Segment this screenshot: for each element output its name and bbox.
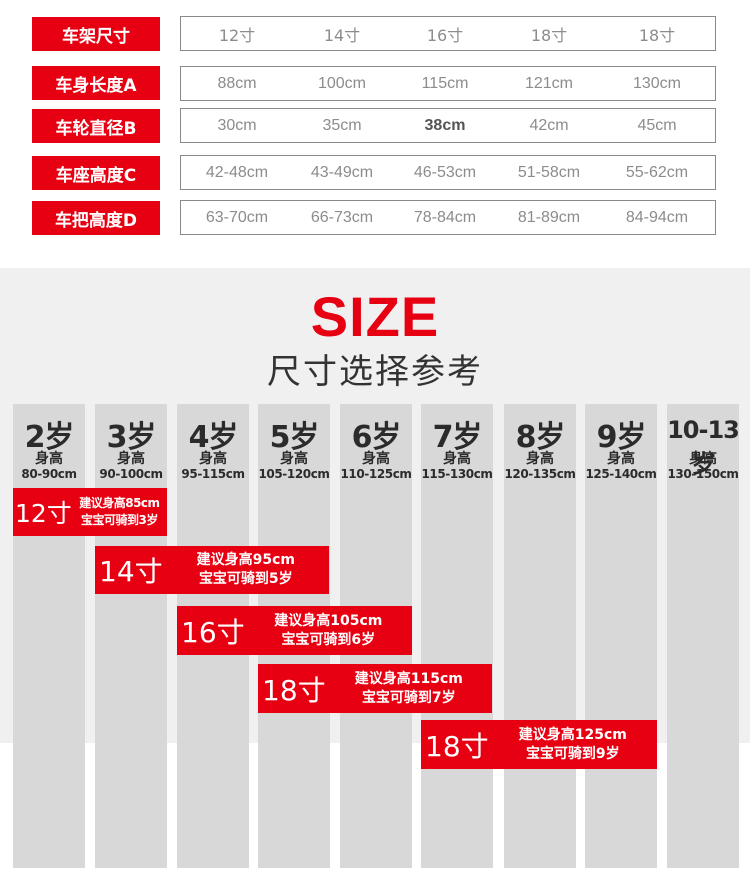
age-label: 5岁: [269, 420, 320, 455]
spec-value: 78-84cm: [413, 208, 477, 226]
recommendation-bar-16: 16寸 建议身高105cm 宝宝可骑到6岁: [177, 606, 412, 655]
height-range: 130-150cm: [667, 467, 739, 481]
age-column: 10-13岁 身高 130-150cm: [667, 404, 740, 868]
age-column: 7岁 身高 115-130cm: [421, 404, 493, 868]
bar-note: 建议身高125cm 宝宝可骑到9岁: [489, 726, 657, 764]
spec-value: 115cm: [421, 74, 469, 92]
bar-note: 建议身高95cm 宝宝可骑到5岁: [163, 551, 329, 589]
recommendation-bar-18-b: 18寸 建议身高125cm 宝宝可骑到9岁: [421, 720, 657, 769]
size-title: SIZE: [310, 285, 440, 348]
bar-note-line1: 建议身高85cm: [79, 496, 160, 510]
bar-note-line1: 建议身高115cm: [354, 670, 463, 687]
spec-value: 81-89cm: [517, 208, 581, 226]
height-label: 身高: [199, 451, 227, 467]
age-label: 8岁: [515, 420, 566, 455]
spec-label-frame-size: 车架尺寸: [32, 17, 160, 51]
height-range: 120-135cm: [504, 467, 576, 481]
spec-value: 84-94cm: [625, 208, 689, 226]
bar-note: 建议身高105cm 宝宝可骑到6岁: [245, 612, 412, 650]
spec-values-wheel-diameter: 30cm 35cm 38cm 42cm 45cm: [180, 108, 716, 143]
spec-value: 12寸: [218, 25, 256, 45]
bar-note-line2: 宝宝可骑到7岁: [361, 689, 456, 706]
spec-label-handlebar-height: 车把高度D: [32, 201, 160, 235]
spec-value: 63-70cm: [205, 208, 269, 226]
recommendation-bar-12: 12寸 建议身高85cm 宝宝可骑到3岁: [13, 488, 167, 536]
bar-note-line2: 宝宝可骑到3岁: [80, 513, 158, 527]
spec-label-body-length: 车身长度A: [32, 66, 160, 100]
spec-values-frame-size: 12寸 14寸 16寸 18寸 18寸: [180, 16, 716, 51]
spec-value: 14寸: [323, 25, 361, 45]
spec-label-wheel-diameter: 车轮直径B: [32, 109, 160, 143]
spec-value: 100cm: [317, 74, 367, 92]
bar-note: 建议身高85cm 宝宝可骑到3岁: [72, 495, 167, 529]
spec-value: 88cm: [217, 74, 257, 92]
spec-value: 43-49cm: [310, 163, 374, 181]
age-label: 10-13岁: [667, 416, 740, 478]
bar-note-line2: 宝宝可骑到9岁: [525, 745, 620, 762]
age-label: 4岁: [188, 420, 239, 455]
height-label: 身高: [362, 451, 390, 467]
height-label: 身高: [526, 451, 554, 467]
height-range: 105-120cm: [258, 467, 330, 481]
spec-value: 35cm: [322, 116, 362, 134]
bar-size: 16寸: [181, 615, 245, 649]
bar-note-line2: 宝宝可骑到6岁: [281, 631, 376, 648]
age-column: 9岁 身高 125-140cm: [585, 404, 657, 868]
age-label: 3岁: [106, 420, 157, 455]
spec-value: 55-62cm: [625, 163, 689, 181]
spec-values-handlebar-height: 63-70cm 66-73cm 78-84cm 81-89cm 84-94cm: [180, 200, 716, 235]
spec-value: 16寸: [426, 25, 464, 45]
spec-value: 18寸: [638, 25, 676, 45]
spec-values-body-length: 88cm 100cm 115cm 121cm 130cm: [180, 66, 716, 101]
bar-note-line1: 建议身高125cm: [518, 726, 627, 743]
age-label: 9岁: [596, 420, 647, 455]
bar-size: 18寸: [425, 729, 489, 763]
age-label: 7岁: [432, 420, 483, 455]
height-label: 身高: [689, 451, 717, 467]
height-label: 身高: [280, 451, 308, 467]
recommendation-bar-14: 14寸 建议身高95cm 宝宝可骑到5岁: [95, 546, 329, 594]
spec-value: 30cm: [217, 116, 257, 134]
bar-note-line2: 宝宝可骑到5岁: [198, 571, 293, 587]
height-label: 身高: [443, 451, 471, 467]
spec-values-seat-height: 42-48cm 43-49cm 46-53cm 51-58cm 55-62cm: [180, 155, 716, 190]
bar-note-line1: 建议身高105cm: [274, 612, 383, 629]
age-label: 2岁: [24, 420, 75, 455]
height-range: 90-100cm: [99, 467, 163, 481]
bar-size: 18寸: [262, 673, 326, 707]
height-label: 身高: [607, 451, 635, 467]
height-range: 80-90cm: [21, 467, 77, 481]
spec-value: 46-53cm: [413, 163, 477, 181]
spec-value: 130cm: [632, 74, 682, 92]
age-column: 3岁 身高 90-100cm: [95, 404, 167, 868]
bar-note-line1: 建议身高95cm: [196, 552, 295, 568]
spec-value: 66-73cm: [310, 208, 374, 226]
bar-note: 建议身高115cm 宝宝可骑到7岁: [326, 670, 492, 708]
spec-value: 18寸: [530, 25, 568, 45]
height-range: 95-115cm: [181, 467, 245, 481]
spec-value: 45cm: [637, 116, 677, 134]
height-label: 身高: [35, 451, 63, 467]
spec-value: 38cm: [424, 116, 466, 134]
size-subtitle: 尺寸选择参考: [267, 352, 483, 392]
spec-value: 121cm: [524, 74, 574, 92]
spec-label-seat-height: 车座高度C: [32, 156, 160, 190]
height-label: 身高: [117, 451, 145, 467]
height-range: 110-125cm: [340, 467, 412, 481]
spec-value: 42-48cm: [205, 163, 269, 181]
height-range: 125-140cm: [585, 467, 657, 481]
bar-size: 14寸: [99, 555, 163, 588]
age-label: 6岁: [351, 420, 402, 455]
spec-value: 51-58cm: [517, 163, 581, 181]
age-column: 8岁 身高 120-135cm: [504, 404, 576, 868]
height-range: 115-130cm: [421, 467, 493, 481]
age-column: 2岁 身高 80-90cm: [13, 404, 85, 868]
bar-size: 12寸: [15, 499, 72, 528]
recommendation-bar-18-a: 18寸 建议身高115cm 宝宝可骑到7岁: [258, 664, 492, 713]
spec-value: 42cm: [529, 116, 569, 134]
